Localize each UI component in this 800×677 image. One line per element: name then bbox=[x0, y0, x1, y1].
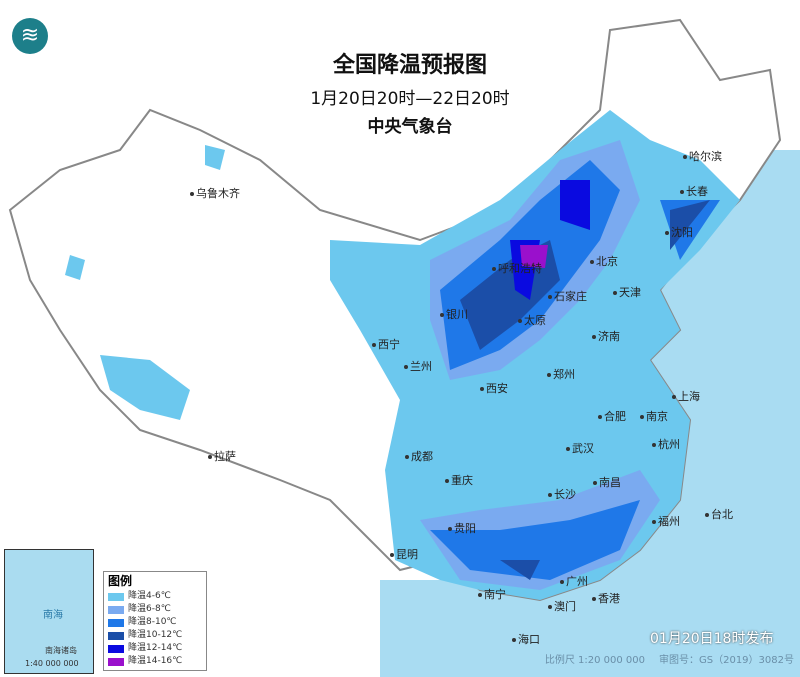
publish-time: 01月20日18时发布 bbox=[650, 631, 774, 647]
inset-title: 南海诸岛 bbox=[45, 646, 77, 655]
city-label: 合肥 bbox=[598, 410, 626, 423]
city-label: 哈尔滨 bbox=[683, 150, 722, 163]
city-label: 西安 bbox=[480, 382, 508, 395]
legend-swatch bbox=[108, 592, 124, 601]
map-footer: 比例尺 1:20 000 000 审图号：GS（2019）3082号 bbox=[545, 654, 794, 667]
legend-item: 降温8-10℃ bbox=[108, 616, 202, 629]
city-label: 西宁 bbox=[372, 338, 400, 351]
city-label: 贵阳 bbox=[448, 522, 476, 535]
forecast-period: 1月20日20时—22日20时 bbox=[310, 89, 510, 109]
city-label: 南宁 bbox=[478, 588, 506, 601]
legend-label: 降温8-10℃ bbox=[128, 617, 177, 627]
cooling-6-8 bbox=[420, 140, 660, 590]
cooling-4-6-west bbox=[65, 145, 225, 420]
legend-swatch bbox=[108, 657, 124, 666]
issuer: 中央气象台 bbox=[367, 117, 453, 137]
legend-label: 降温4-6℃ bbox=[128, 591, 171, 601]
city-label: 广州 bbox=[560, 575, 588, 588]
approval-number: 审图号：GS（2019）3082号 bbox=[659, 655, 794, 666]
legend-swatch bbox=[108, 605, 124, 614]
city-label: 长春 bbox=[680, 185, 708, 198]
sea-south bbox=[380, 580, 800, 677]
inset-sea-label: 南海 bbox=[43, 610, 63, 621]
legend-item: 降温10-12℃ bbox=[108, 629, 202, 642]
legend-item: 降温12-14℃ bbox=[108, 642, 202, 655]
city-label: 台北 bbox=[705, 508, 733, 521]
city-label: 重庆 bbox=[445, 474, 473, 487]
city-label: 北京 bbox=[590, 255, 618, 268]
city-label: 郑州 bbox=[547, 368, 575, 381]
inset-scale: 1:40 000 000 bbox=[25, 659, 79, 668]
city-label: 澳门 bbox=[548, 600, 576, 613]
legend: 图例 降温4-6℃ 降温6-8℃ 降温8-10℃ 降温10-12℃ 降温12-14℃ 降温… bbox=[103, 571, 207, 671]
legend-item: 降温4-6℃ bbox=[108, 590, 202, 603]
legend-label: 降温6-8℃ bbox=[128, 604, 171, 614]
city-label: 乌鲁木齐 bbox=[190, 187, 240, 200]
legend-swatch bbox=[108, 644, 124, 653]
legend-item: 降温14-16℃ bbox=[108, 655, 202, 668]
city-label: 兰州 bbox=[404, 360, 432, 373]
city-label: 呼和浩特 bbox=[492, 262, 542, 275]
south-china-sea-inset: 南海 南海诸岛 1:40 000 000 bbox=[4, 549, 94, 674]
cma-logo-icon: ≋ bbox=[12, 18, 48, 54]
city-label: 海口 bbox=[512, 633, 540, 646]
city-label: 石家庄 bbox=[548, 290, 587, 303]
city-label: 济南 bbox=[592, 330, 620, 343]
legend-swatch bbox=[108, 618, 124, 627]
city-label: 银川 bbox=[440, 308, 468, 321]
legend-label: 降温14-16℃ bbox=[128, 656, 183, 666]
city-label: 杭州 bbox=[652, 438, 680, 451]
city-label: 长沙 bbox=[548, 488, 576, 501]
city-label: 天津 bbox=[613, 286, 641, 299]
city-label: 福州 bbox=[652, 515, 680, 528]
map-title: 全国降温预报图 bbox=[332, 53, 487, 78]
city-label: 拉萨 bbox=[208, 450, 236, 463]
city-label: 上海 bbox=[672, 390, 700, 403]
legend-swatch bbox=[108, 631, 124, 640]
legend-label: 降温12-14℃ bbox=[128, 643, 183, 653]
city-label: 沈阳 bbox=[665, 226, 693, 239]
city-label: 成都 bbox=[405, 450, 433, 463]
city-label: 南昌 bbox=[593, 476, 621, 489]
legend-label: 降温10-12℃ bbox=[128, 630, 183, 640]
legend-title: 图例 bbox=[108, 574, 133, 588]
legend-item: 降温6-8℃ bbox=[108, 603, 202, 616]
city-label: 昆明 bbox=[390, 548, 418, 561]
map-scale: 比例尺 1:20 000 000 bbox=[544, 655, 645, 666]
city-label: 南京 bbox=[640, 410, 668, 423]
city-label: 香港 bbox=[592, 592, 620, 605]
city-label: 太原 bbox=[518, 314, 546, 327]
city-label: 武汉 bbox=[566, 442, 594, 455]
